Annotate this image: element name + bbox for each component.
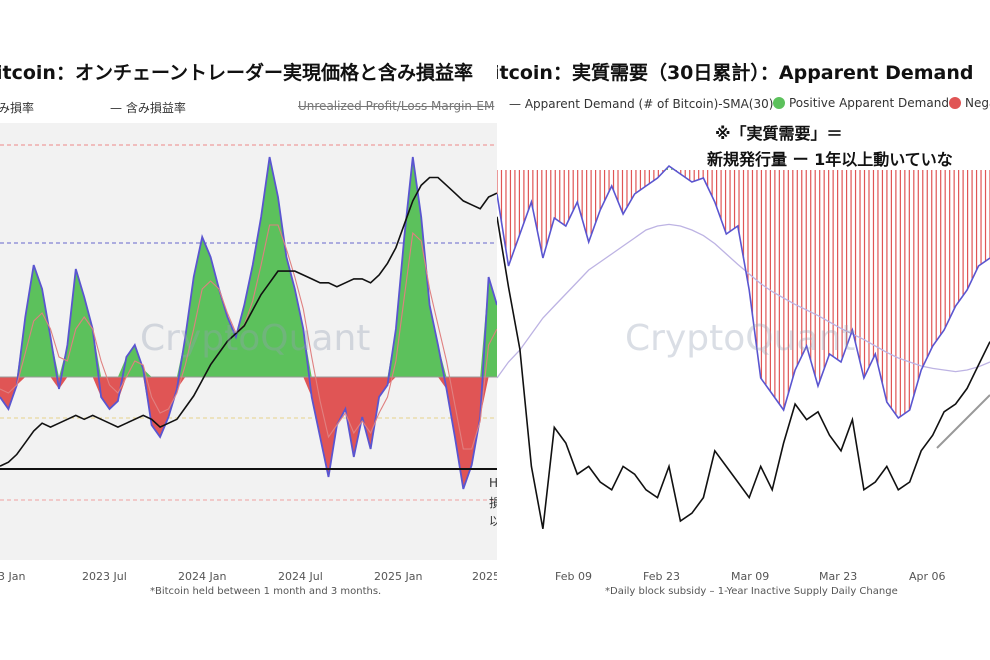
right-x-tick: Feb 09 xyxy=(555,570,592,583)
left-legend-loss-rate[interactable]: み損率 xyxy=(0,101,35,115)
right-x-tick: Mar 23 xyxy=(819,570,858,583)
right-legend-demand[interactable]: — Apparent Demand (# of Bitcoin)-SMA(30) xyxy=(509,97,774,111)
right-legend-negative[interactable]: Nega xyxy=(949,96,990,110)
right-demand-line xyxy=(497,164,990,420)
left-ema-series-line xyxy=(0,224,497,450)
right-trend-arrow xyxy=(936,394,990,449)
left-edge-label-1: H xyxy=(489,476,497,490)
negative-dot-icon xyxy=(949,97,961,109)
right-legend-negative-label: Nega xyxy=(965,96,990,110)
left-watermark: CryptoQuant xyxy=(140,318,371,359)
left-margin-series-line xyxy=(0,156,497,490)
left-x-tick: 2024 Jul xyxy=(278,570,323,583)
right-note-line-2: 新規発行量 ー 1年以上動いていな xyxy=(707,150,953,169)
right-chart-panel: itcoin：実質需要（30日累計）：Apparent Demand — App… xyxy=(497,0,990,660)
left-x-tick: 2023 Jul xyxy=(82,570,127,583)
right-legend-positive[interactable]: Positive Apparent Demand xyxy=(773,96,949,110)
left-legend-ema[interactable]: Unrealized Profit/Loss Margin-EM xyxy=(298,99,495,113)
positive-dot-icon xyxy=(773,97,785,109)
right-price-line xyxy=(497,216,990,529)
left-x-tick: 2024 Jan xyxy=(178,570,227,583)
right-demand-bars xyxy=(497,167,990,417)
left-x-tick: 2025 Jan xyxy=(374,570,423,583)
right-x-tick: Mar 09 xyxy=(731,570,770,583)
left-edge-label-2: 損 xyxy=(489,496,497,510)
left-chart-svg xyxy=(0,123,497,560)
right-x-tick: Feb 23 xyxy=(643,570,680,583)
right-chart-svg xyxy=(497,162,990,560)
left-area-fills xyxy=(0,157,497,489)
right-legend-positive-label: Positive Apparent Demand xyxy=(789,96,949,110)
left-x-tick: 3 Jan xyxy=(0,570,26,583)
positive-area-fill xyxy=(0,157,497,377)
left-footnote: *Bitcoin held between 1 month and 3 mont… xyxy=(150,586,382,597)
right-x-tick: Apr 06 xyxy=(909,570,946,583)
left-edge-label-3: 以 xyxy=(489,514,497,528)
left-legend-profit-loss-rate[interactable]: — 含み損益率 xyxy=(110,101,186,115)
negative-area-fill xyxy=(0,377,497,489)
right-note-line-1: ※「実質需要」＝ xyxy=(715,124,843,143)
left-x-tick: 2025 xyxy=(472,570,497,583)
right-chart-title: itcoin：実質需要（30日累計）：Apparent Demand xyxy=(497,62,974,84)
right-watermark: CryptoQuant xyxy=(625,318,856,359)
right-sma-line xyxy=(497,223,990,379)
left-chart-title: itcoin：オンチェーントレーダー実現価格と含み損益率 xyxy=(0,62,474,84)
left-realized-price-line xyxy=(0,176,497,467)
right-legend-demand-label: Apparent Demand (# of Bitcoin)-SMA(30) xyxy=(524,97,774,111)
left-chart-panel: itcoin：オンチェーントレーダー実現価格と含み損益率 み損率 — 含み損益率… xyxy=(0,62,497,597)
right-footnote: *Daily block subsidy – 1-Year Inactive S… xyxy=(605,586,898,597)
